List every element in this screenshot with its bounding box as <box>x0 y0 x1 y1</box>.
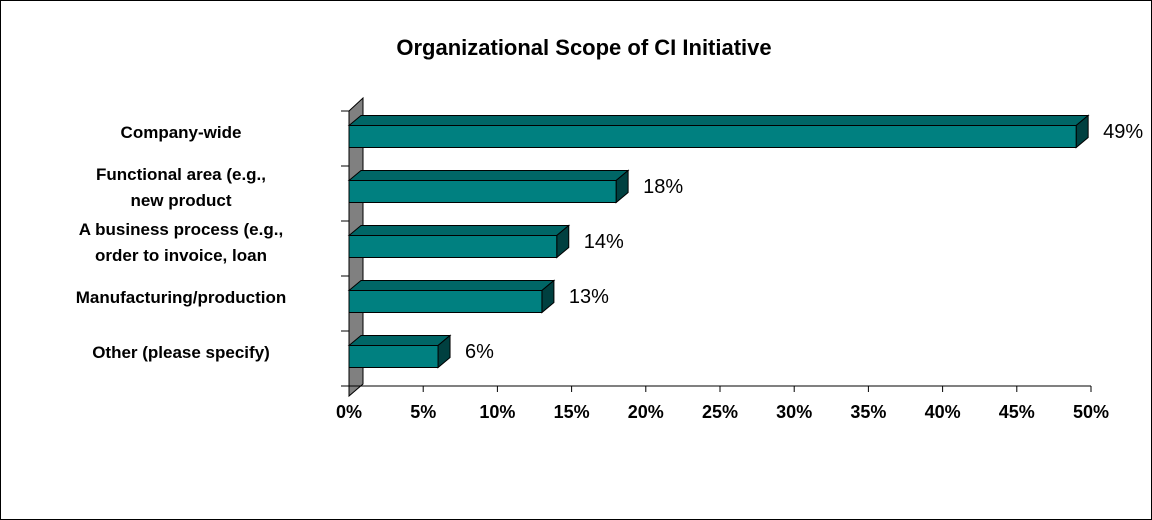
data-label: 14% <box>584 231 624 253</box>
bar <box>347 169 630 204</box>
x-tick-label: 25% <box>702 402 738 422</box>
x-tick-label: 15% <box>554 402 590 422</box>
bar <box>347 224 571 259</box>
y-tick-label: A business process (e.g., order to invoi… <box>78 219 284 265</box>
bar-face <box>347 225 571 236</box>
data-label: 49% <box>1103 121 1143 143</box>
x-tick-label: 45% <box>999 402 1035 422</box>
data-label: 18% <box>643 176 683 198</box>
data-label: 13% <box>569 286 609 308</box>
bar-face <box>347 170 630 181</box>
x-tick-label: 0% <box>336 402 362 422</box>
y-tick-label: Other (please specify) <box>92 342 270 362</box>
x-tick-label: 5% <box>410 402 436 422</box>
bar-face <box>348 345 439 368</box>
x-tick-label: 35% <box>850 402 886 422</box>
x-tick-label: 50% <box>1073 402 1109 422</box>
chart-title: Organizational Scope of CI Initiative <box>396 35 771 60</box>
x-tick-label: 40% <box>925 402 961 422</box>
bar <box>347 334 452 369</box>
bar-face <box>347 280 556 291</box>
x-tick-label: 30% <box>776 402 812 422</box>
y-tick-label: Functional area (e.g., new product <box>95 164 267 210</box>
y-tick-label: Company-wide <box>120 122 242 142</box>
bar-face <box>348 125 1077 148</box>
data-label: 6% <box>465 341 494 363</box>
bar-face <box>347 115 1090 126</box>
x-tick-label: 10% <box>479 402 515 422</box>
x-tick-label: 20% <box>628 402 664 422</box>
bar-face <box>347 335 452 346</box>
bar-face <box>348 290 543 313</box>
bar <box>347 279 556 314</box>
bar-face <box>348 235 558 258</box>
bar <box>347 114 1090 149</box>
y-tick-label: Manufacturing/production <box>75 287 287 307</box>
bar-face <box>348 180 617 203</box>
